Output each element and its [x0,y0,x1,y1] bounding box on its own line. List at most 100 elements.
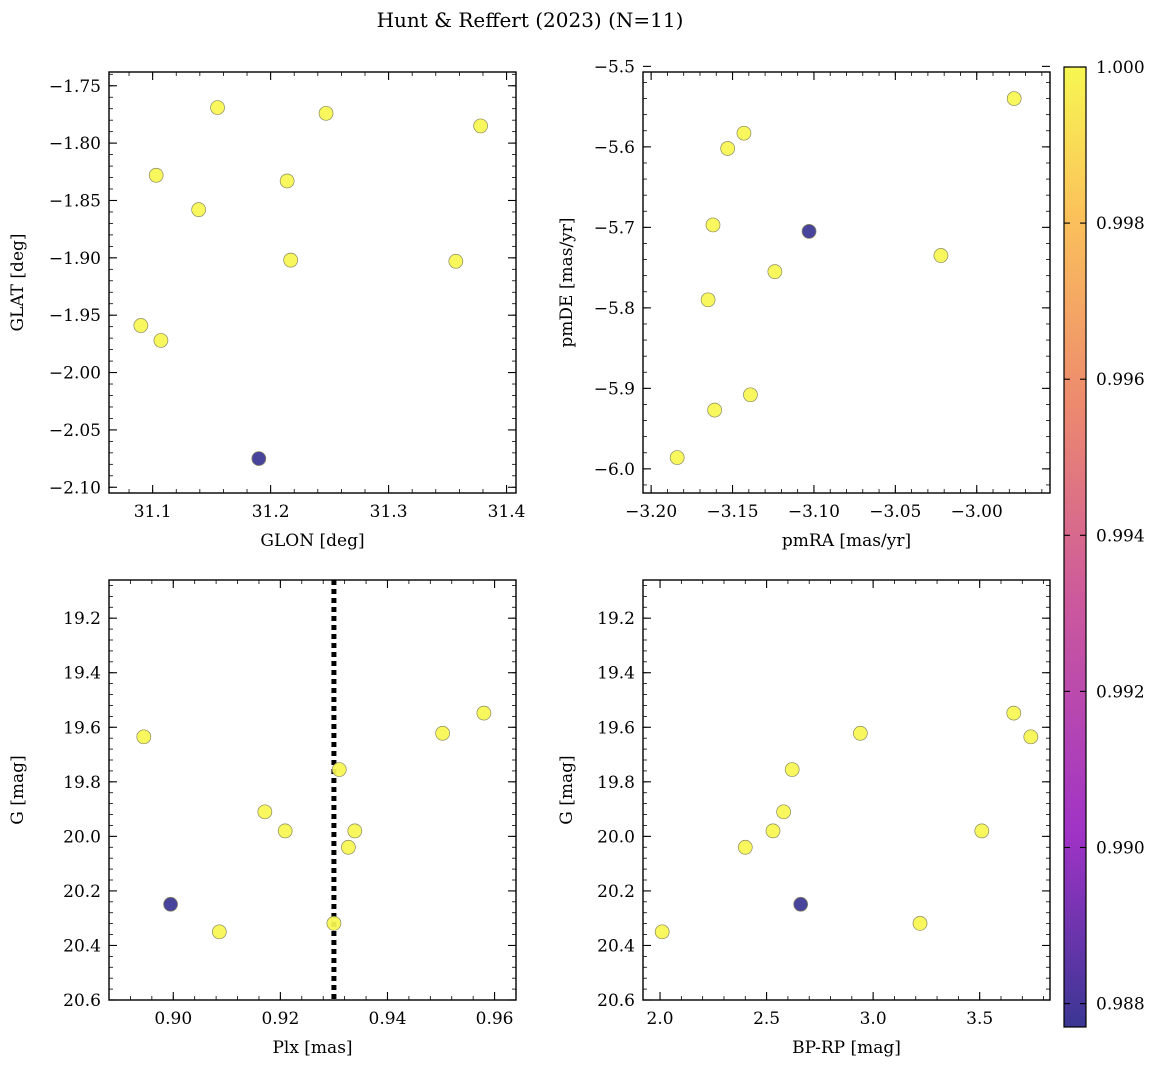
panel-3: 0.90 0.92 0.94 0.96 19.2 19.4 19.6 19.8 20.0 20.2… [8,579,517,1058]
data-point [191,202,207,218]
colorbar-tick-label: 0.992 [1096,682,1145,702]
data-point [318,105,334,121]
data-point [801,224,817,239]
colorbar: 0.988 0.990 0.992 0.994 0.996 0.998 1.000 [1063,58,1145,1028]
data-point [720,141,736,156]
data-point [257,804,273,820]
y-tick-label: −2.10 [49,478,101,498]
data-point [765,823,781,839]
data-point [669,450,685,465]
data-point [473,118,488,134]
y-tick-label: 20.6 [63,991,101,1011]
data-point [279,173,295,189]
data-point [347,823,363,839]
data-point [736,125,752,141]
colorbar-tick-label: 1.000 [1096,58,1145,78]
colorbar-tick-label: 0.994 [1096,526,1145,546]
x-tick-label: 3.0 [860,1009,887,1029]
panel-4: 2.0 2.5 3.0 3.5 19.2 19.4 19.6 19.8 20.0 20.2 20.4… [557,579,1051,1058]
colorbar-tick-label: 0.988 [1096,995,1145,1015]
data-point [163,896,178,912]
y-tick-label: 19.4 [63,664,101,684]
data-point [933,248,949,263]
data-point [1023,729,1039,745]
x-axis-label: GLON [deg] [260,531,364,551]
y-axis-label: pmDE [mas/yr] [557,217,577,347]
panels: 31.1 31.2 31.3 31.4 −1.75 −1.80 −1.85 −1.90 −1.9… [8,57,1051,1058]
y-tick-label: 20.0 [63,827,101,847]
data-point [136,729,152,745]
x-axis-label: pmRA [mas/yr] [782,531,911,551]
x-tick-label: 31.2 [252,502,290,522]
x-axis-label: BP-RP [mag] [792,1038,901,1058]
y-tick-label: −1.95 [49,306,101,326]
x-tick-label: 3.5 [966,1009,993,1029]
y-tick-label: −1.90 [49,249,101,269]
x-tick-label: 31.4 [488,502,526,522]
colorbar-tick-label: 0.996 [1096,370,1145,390]
y-tick-label: −2.05 [49,421,101,441]
colorbar-tick-label: 0.990 [1096,838,1145,858]
y-tick-label: 19.2 [63,609,101,629]
y-axis-label: G [mag] [8,755,28,824]
data-point [767,264,783,279]
y-tick-label: 19.8 [63,773,101,793]
figure-title: Hunt & Reffert (2023) (N=11) [377,8,684,32]
y-tick-label: −5.9 [594,379,635,399]
x-tick-label: 0.96 [476,1009,514,1029]
data-point [853,725,868,741]
data-point [341,839,356,855]
data-point [707,402,722,418]
data-point [784,762,800,777]
data-point [793,896,809,912]
y-tick-label: −2.00 [49,364,101,384]
y-tick-label: 20.2 [597,882,635,902]
panel-1: 31.1 31.2 31.3 31.4 −1.75 −1.80 −1.85 −1.90 −1.9… [8,71,526,551]
axes-frame [642,579,1051,1001]
y-tick-label: 19.6 [597,718,635,738]
y-tick-label: 20.4 [63,936,101,956]
data-point [700,292,716,308]
data-point [776,804,791,820]
data-point [326,916,342,931]
colorbar-gradient [1063,66,1087,1028]
y-axis-label: G [mag] [557,755,577,824]
y-tick-label: −1.85 [49,191,101,211]
y-tick-label: 20.6 [597,991,635,1011]
x-tick-label: −3.20 [625,502,677,522]
colorbar-ticks: 0.988 0.990 0.992 0.994 0.996 0.998 1.000 [1064,58,1145,1015]
y-tick-label: −5.5 [594,57,635,77]
x-tick-label: 31.3 [370,502,408,522]
data-point [654,924,670,940]
y-tick-label: 20.4 [597,936,635,956]
x-tick-label: 0.94 [369,1009,407,1029]
data-point [211,924,227,940]
data-point [210,100,225,115]
y-tick-label: 19.8 [597,773,635,793]
y-tick-label: 19.2 [597,609,635,629]
data-point [331,762,347,777]
x-tick-label: −3.15 [706,502,758,522]
x-tick-label: −3.05 [869,502,921,522]
y-tick-label: −5.8 [594,299,635,319]
data-point [153,333,169,348]
x-tick-label: 2.5 [753,1009,780,1029]
axes-frame [642,71,1051,494]
y-tick-label: 19.6 [63,718,101,738]
data-point [705,217,721,233]
y-tick-label: −5.7 [594,218,635,238]
y-axis-label: GLAT [deg] [8,233,28,331]
data-point [448,253,464,269]
data-point [476,705,492,721]
x-axis-label: Plx [mas] [272,1038,352,1058]
y-tick-label: −6.0 [594,460,635,480]
y-tick-label: −1.75 [49,77,101,97]
colorbar-tick-label: 0.998 [1096,214,1145,234]
x-tick-label: −3.10 [788,502,840,522]
data-point [737,839,753,855]
y-tick-label: 20.2 [63,882,101,902]
data-point [251,451,267,466]
data-point [912,916,928,931]
data-point [148,167,164,183]
